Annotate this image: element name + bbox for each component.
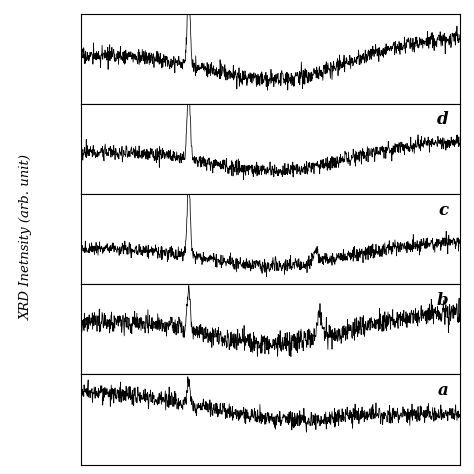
Text: c: c [438,201,448,219]
Text: d: d [437,111,448,128]
Text: a: a [438,382,448,399]
Text: b: b [437,292,448,309]
Text: XRD Inetnsity (arb. unit): XRD Inetnsity (arb. unit) [19,154,33,320]
